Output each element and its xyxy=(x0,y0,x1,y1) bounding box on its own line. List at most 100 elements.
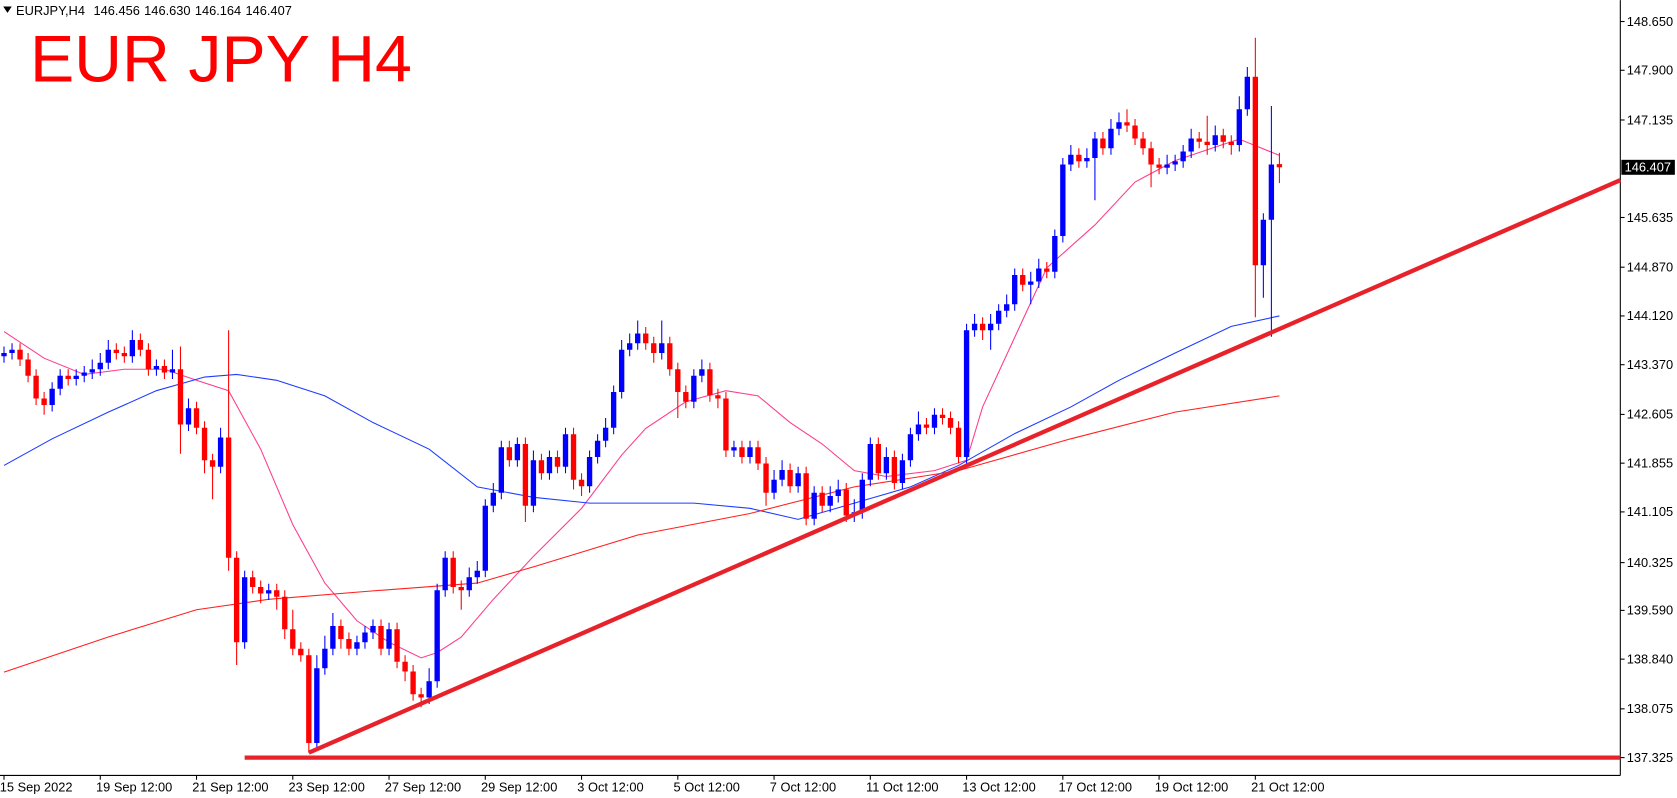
candle-body xyxy=(410,671,416,695)
candle-body xyxy=(707,369,713,396)
candle-body xyxy=(1180,151,1186,162)
candle-body xyxy=(586,456,593,487)
candle-body xyxy=(835,489,841,496)
y-tick-label: 143.370 xyxy=(1627,357,1673,372)
candle-body xyxy=(241,577,248,643)
moving-average xyxy=(3,315,1280,520)
candle-body xyxy=(346,638,352,649)
candle-body xyxy=(225,437,232,558)
candle-body xyxy=(354,642,360,649)
candle-body xyxy=(1076,154,1082,162)
candle-body xyxy=(1108,128,1114,149)
candle-body xyxy=(771,479,777,493)
candle-body xyxy=(779,469,785,480)
candle-body xyxy=(121,352,128,357)
candle-body xyxy=(538,460,545,474)
candle-body xyxy=(827,495,833,506)
candle-body xyxy=(739,447,745,457)
symbol: EURJPY,H4 xyxy=(16,3,85,18)
x-tick-label: 29 Sep 12:00 xyxy=(481,780,557,795)
candle-body xyxy=(803,473,809,519)
candle-body xyxy=(282,596,288,630)
candle-body xyxy=(883,456,890,474)
x-tick-label: 19 Sep 12:00 xyxy=(96,780,172,795)
candle-body xyxy=(1092,138,1098,159)
x-tick-label: 7 Oct 12:00 xyxy=(770,780,836,795)
candle-body xyxy=(362,632,368,643)
y-tick-label: 144.870 xyxy=(1627,259,1673,274)
candle-body xyxy=(105,349,111,363)
candle-body xyxy=(177,369,184,425)
last-price-box xyxy=(1621,159,1675,175)
candle-body xyxy=(434,590,440,682)
candle-body xyxy=(979,323,986,331)
candle-body xyxy=(169,369,176,373)
x-tick-label: 11 Oct 12:00 xyxy=(866,780,939,795)
candle-body xyxy=(755,447,761,464)
candle-body xyxy=(442,557,448,591)
candle-body xyxy=(1148,148,1154,165)
candle-body xyxy=(747,447,753,457)
x-tick-label: 15 Sep 2022 xyxy=(0,780,72,795)
candle-body xyxy=(1212,135,1218,146)
candle-body xyxy=(578,479,585,487)
candle-body xyxy=(466,577,472,591)
trend-line xyxy=(307,178,1622,755)
candle-body xyxy=(1164,164,1170,168)
y-tick-label: 144.120 xyxy=(1627,308,1673,323)
menu-triangle xyxy=(3,6,12,13)
candle-body xyxy=(113,349,119,353)
candle-body xyxy=(995,310,1002,324)
candle-body xyxy=(963,330,970,457)
candle-body xyxy=(1156,164,1162,168)
candle-body xyxy=(266,590,272,594)
candle-body xyxy=(618,349,625,392)
candle-body xyxy=(931,414,938,428)
candle-body xyxy=(97,362,103,370)
candle-body xyxy=(723,398,729,451)
candle-body xyxy=(258,586,264,594)
candle-body xyxy=(635,333,641,344)
x-tick-label: 27 Sep 12:00 xyxy=(385,780,461,795)
candle-body xyxy=(65,375,71,379)
candle-body xyxy=(185,408,192,425)
candle-body xyxy=(402,661,408,672)
candle-body xyxy=(322,648,328,669)
candle-body xyxy=(1084,158,1090,162)
candle-body xyxy=(474,570,480,578)
candle-body xyxy=(1196,138,1202,142)
candle-body xyxy=(9,349,15,353)
header-value: 146.456 xyxy=(94,3,140,18)
candle-body xyxy=(33,375,39,399)
candle-body xyxy=(1124,122,1130,126)
candle-body xyxy=(843,489,849,516)
candle-body xyxy=(1276,164,1283,168)
candle-body xyxy=(867,443,873,480)
candle-body xyxy=(490,492,496,506)
candle-body xyxy=(498,447,505,493)
candle-body xyxy=(1,352,7,357)
candle-body xyxy=(1244,76,1250,110)
candle-body xyxy=(715,395,721,399)
x-tick-label: 17 Oct 12:00 xyxy=(1059,780,1132,795)
candle-body xyxy=(1044,268,1050,272)
candle-body xyxy=(338,625,344,639)
y-tick-label: 138.075 xyxy=(1627,701,1673,716)
y-tick-label: 142.605 xyxy=(1627,407,1673,422)
candle-body xyxy=(651,343,657,353)
candle-body xyxy=(971,323,978,331)
candle-body xyxy=(514,443,521,461)
candle-body xyxy=(859,479,865,513)
candle-body xyxy=(675,369,681,392)
y-tick-label: 140.325 xyxy=(1627,555,1673,570)
candle-body xyxy=(627,343,633,350)
y-tick-label: 147.900 xyxy=(1627,63,1673,78)
candle-body xyxy=(41,398,47,405)
candle-body xyxy=(81,372,87,376)
candle-body xyxy=(610,391,617,428)
candle-body xyxy=(1116,122,1122,129)
candle-body xyxy=(378,625,384,649)
candle-body xyxy=(522,443,529,506)
